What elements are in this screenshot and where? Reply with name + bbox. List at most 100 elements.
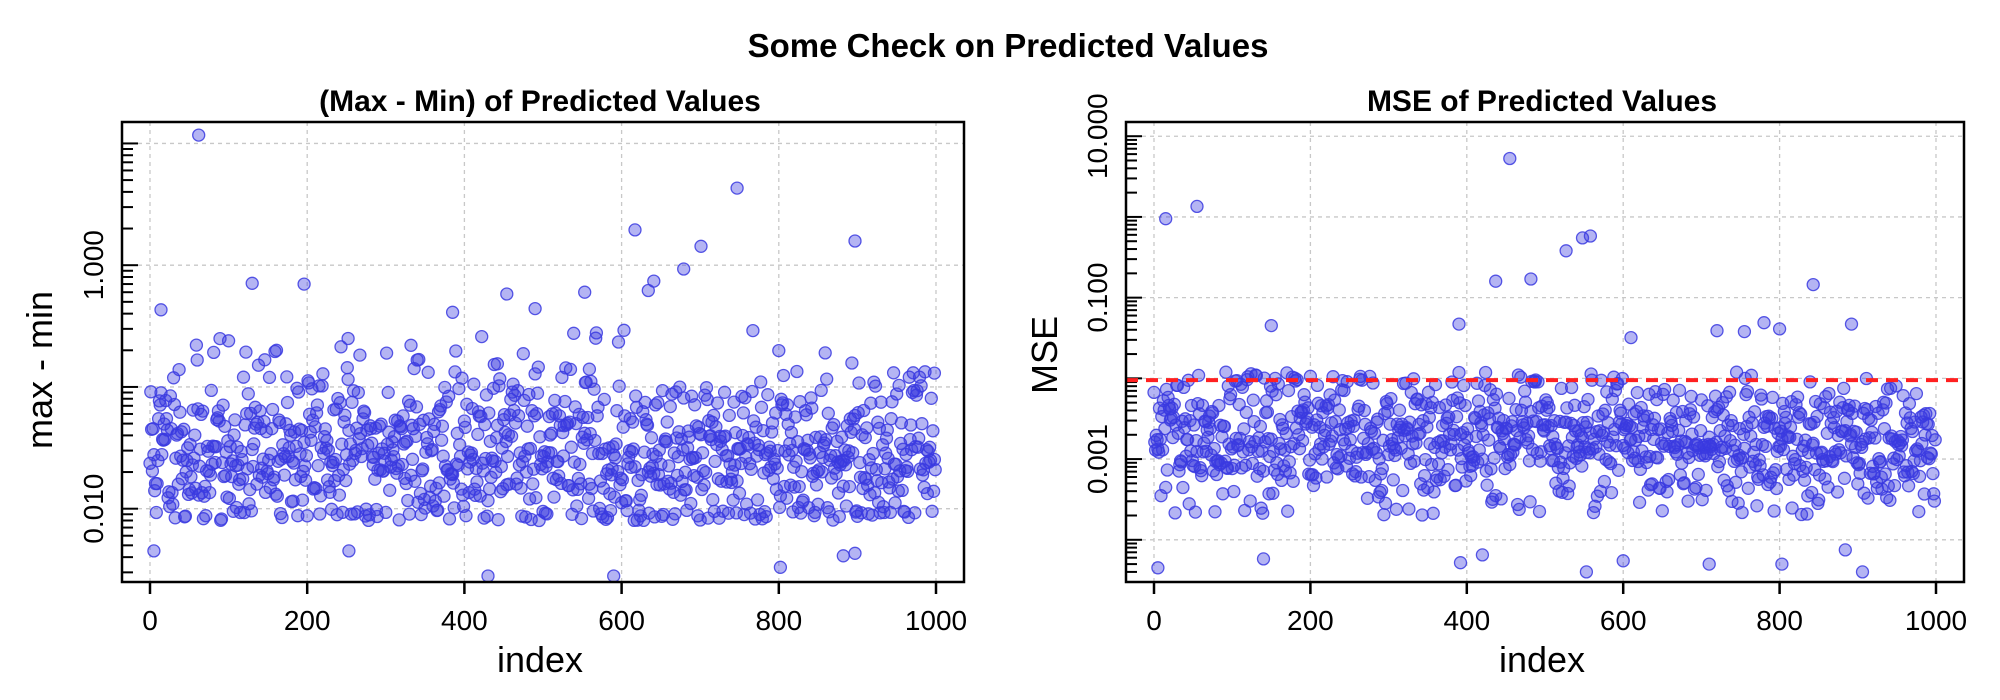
- data-point: [1471, 394, 1486, 408]
- data-point: [1672, 423, 1686, 438]
- data-point: [1879, 396, 1893, 410]
- panel-mse: MSE of Predicted Values index MSE 0 200 40…: [1024, 85, 1967, 680]
- data-point: [308, 420, 322, 434]
- data-point: [848, 234, 862, 248]
- data-point: [1679, 414, 1693, 428]
- data-point: [1223, 388, 1238, 402]
- data-point: [1645, 477, 1659, 491]
- data-point: [1282, 455, 1296, 469]
- data-point: [628, 223, 642, 237]
- data-point: [904, 418, 918, 432]
- data-point: [1902, 396, 1917, 411]
- data-point: [455, 371, 469, 385]
- data-point: [265, 402, 280, 417]
- data-point: [895, 483, 909, 498]
- data-point: [1217, 419, 1232, 434]
- data-point: [1575, 459, 1589, 473]
- data-point: [668, 507, 682, 521]
- data-point: [758, 505, 772, 519]
- data-point: [787, 480, 802, 494]
- data-point: [1650, 451, 1665, 465]
- data-point: [1392, 403, 1407, 417]
- data-point: [556, 449, 571, 463]
- data-point: [677, 391, 691, 405]
- data-point: [275, 510, 289, 525]
- data-point: [710, 396, 725, 410]
- data-point: [722, 408, 736, 423]
- data-point: [1256, 552, 1271, 566]
- data-point: [1195, 398, 1210, 413]
- data-point: [507, 403, 521, 418]
- data-point: [1343, 433, 1357, 447]
- data-point: [481, 569, 495, 583]
- data-point: [1458, 398, 1472, 413]
- data-point: [1655, 504, 1669, 518]
- data-point: [207, 345, 221, 360]
- data-point: [578, 285, 592, 299]
- data-point: [679, 483, 693, 497]
- data-point: [404, 338, 418, 352]
- data-point: [222, 491, 237, 506]
- data-point: [309, 481, 323, 496]
- data-point: [730, 181, 744, 195]
- data-point: [1844, 317, 1859, 331]
- data-point: [544, 426, 559, 440]
- data-point: [383, 483, 397, 497]
- data-point: [1415, 508, 1429, 522]
- data-point: [189, 338, 204, 352]
- data-point: [1487, 451, 1501, 465]
- data-point: [1767, 504, 1781, 518]
- data-point: [233, 505, 248, 520]
- data-point: [1239, 405, 1253, 420]
- data-point: [708, 454, 722, 469]
- x-tick-label: 200: [1287, 605, 1334, 636]
- data-point: [1439, 398, 1453, 412]
- panel-range-title: (Max - Min) of Predicted Values: [319, 85, 761, 118]
- data-point: [589, 331, 603, 345]
- data-point: [1758, 439, 1773, 454]
- data-point: [792, 479, 806, 494]
- data-point: [1861, 491, 1875, 505]
- data-point: [1921, 417, 1935, 431]
- data-point: [144, 385, 158, 399]
- data-point: [467, 377, 481, 391]
- data-point: [745, 384, 759, 399]
- panel-range-ylabel: max - min: [19, 291, 60, 449]
- data-point: [1724, 413, 1738, 428]
- x-tick-label: 0: [142, 605, 158, 636]
- data-point: [520, 419, 534, 433]
- data-point: [1168, 506, 1182, 520]
- data-point: [1449, 410, 1464, 424]
- data-point: [1160, 463, 1174, 477]
- data-point: [531, 360, 545, 374]
- data-point: [1227, 484, 1241, 499]
- data-point: [432, 476, 446, 490]
- data-point: [208, 455, 222, 470]
- data-point: [295, 493, 310, 507]
- data-point: [672, 425, 686, 439]
- data-point: [805, 401, 819, 415]
- data-point: [1212, 398, 1226, 413]
- data-point: [908, 506, 922, 520]
- data-point: [146, 422, 160, 436]
- data-point: [1737, 324, 1752, 339]
- data-point: [1320, 470, 1334, 484]
- data-point: [190, 353, 204, 367]
- data-point: [872, 421, 887, 436]
- data-point: [1315, 452, 1329, 466]
- data-point: [1262, 487, 1276, 501]
- data-point: [193, 442, 207, 456]
- data-point: [414, 507, 428, 522]
- data-point: [1810, 409, 1824, 424]
- data-point: [730, 474, 744, 488]
- data-point: [1683, 403, 1698, 417]
- data-point: [365, 436, 379, 450]
- data-point: [660, 415, 674, 429]
- data-point: [891, 484, 905, 498]
- data-point: [927, 452, 942, 467]
- data-point: [1699, 483, 1713, 498]
- data-point: [1625, 420, 1639, 434]
- data-point: [262, 370, 277, 385]
- data-point: [1389, 502, 1404, 516]
- data-point: [416, 462, 430, 476]
